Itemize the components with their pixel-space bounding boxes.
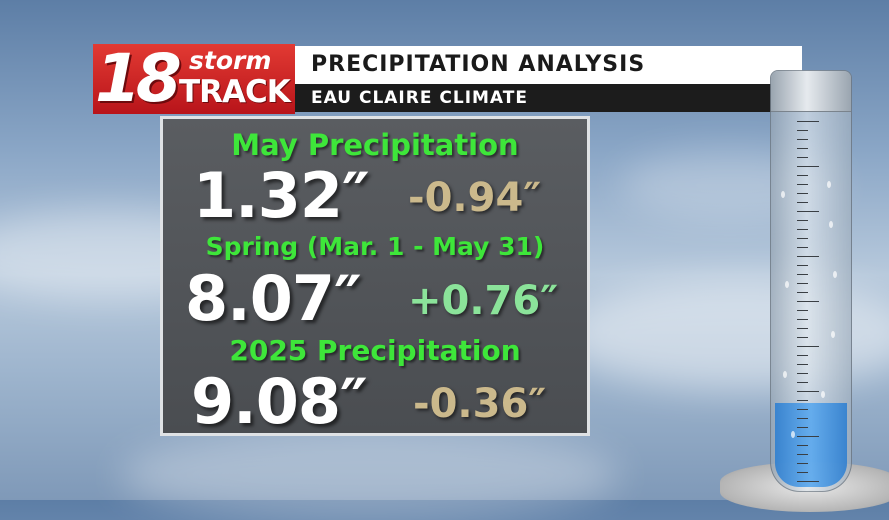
rain-gauge-water	[775, 403, 847, 487]
gauge-tick	[797, 175, 808, 176]
gauge-tick	[797, 319, 808, 320]
background-cloud	[120, 430, 620, 520]
may-precipitation-departure: -0.94″	[408, 175, 542, 221]
gauge-tick	[797, 166, 819, 167]
logo-word-track: TRACK	[179, 74, 291, 110]
gauge-tick	[797, 193, 808, 194]
rain-gauge-funnel	[771, 71, 851, 112]
may-precipitation-label: May Precipitation	[231, 128, 519, 162]
gauge-tick	[797, 130, 808, 131]
title-bar: PRECIPITATION ANALYSIS	[295, 46, 802, 84]
gauge-tick	[797, 445, 808, 446]
gauge-tick	[797, 301, 819, 302]
subtitle-bar: EAU CLAIRE CLIMATE	[295, 84, 802, 112]
year-precipitation-departure: -0.36″	[413, 381, 547, 427]
gauge-tick	[797, 211, 819, 212]
gauge-tick	[797, 202, 808, 203]
gauge-tick	[797, 436, 819, 437]
water-droplet	[781, 191, 785, 198]
gauge-tick	[797, 229, 808, 230]
water-droplet	[783, 371, 787, 378]
page-subtitle: EAU CLAIRE CLIMATE	[311, 88, 528, 108]
gauge-tick	[797, 184, 808, 185]
gauge-tick	[797, 364, 808, 365]
water-droplet	[827, 181, 831, 188]
may-precipitation-value: 1.32″	[193, 159, 370, 232]
logo-word-storm: storm	[189, 46, 272, 75]
gauge-tick	[797, 247, 808, 248]
water-droplet	[833, 271, 837, 278]
gauge-tick	[797, 427, 808, 428]
gauge-tick	[797, 409, 808, 410]
storm-track-logo: 18 storm TRACK	[93, 44, 295, 114]
gauge-tick	[797, 139, 808, 140]
gauge-tick	[797, 463, 808, 464]
rain-gauge-icon	[770, 70, 852, 492]
gauge-tick	[797, 373, 808, 374]
gauge-tick	[797, 472, 808, 473]
spring-precipitation-value: 8.07″	[185, 262, 362, 335]
spring-precipitation-departure: +0.76″	[408, 278, 559, 324]
gauge-tick	[797, 355, 808, 356]
year-precipitation-label: 2025 Precipitation	[229, 334, 521, 367]
spring-precipitation-label: Spring (Mar. 1 - May 31)	[205, 232, 545, 261]
water-droplet	[785, 281, 789, 288]
gauge-tick	[797, 148, 808, 149]
gauge-tick	[797, 283, 808, 284]
gauge-tick	[797, 274, 808, 275]
gauge-tick	[797, 265, 808, 266]
gauge-tick	[797, 292, 808, 293]
gauge-tick	[797, 391, 819, 392]
gauge-tick	[797, 121, 819, 122]
water-droplet	[821, 391, 825, 398]
gauge-tick	[797, 310, 808, 311]
gauge-tick	[797, 256, 819, 257]
water-droplet	[791, 431, 795, 438]
gauge-tick	[797, 481, 819, 482]
water-droplet	[829, 221, 833, 228]
gauge-tick	[797, 382, 808, 383]
logo-number: 18	[95, 40, 182, 117]
gauge-tick	[797, 454, 808, 455]
gauge-tick	[797, 346, 819, 347]
gauge-tick	[797, 328, 808, 329]
year-precipitation-value: 9.08″	[191, 365, 368, 438]
gauge-tick	[797, 400, 808, 401]
gauge-tick	[797, 337, 808, 338]
water-droplet	[831, 331, 835, 338]
page-title: PRECIPITATION ANALYSIS	[311, 52, 646, 77]
precipitation-panel: May Precipitation 1.32″ -0.94″ Spring (M…	[160, 116, 590, 436]
gauge-tick	[797, 238, 808, 239]
gauge-tick	[797, 220, 808, 221]
gauge-tick	[797, 418, 808, 419]
gauge-tick	[797, 157, 808, 158]
